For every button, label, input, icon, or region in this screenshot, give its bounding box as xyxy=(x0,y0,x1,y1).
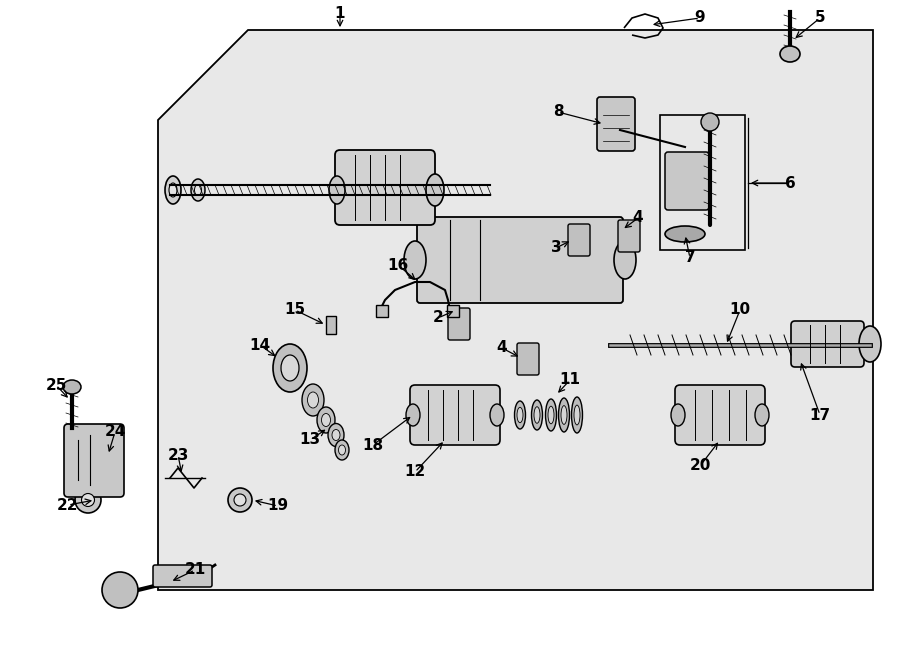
Text: 4: 4 xyxy=(497,340,508,356)
Ellipse shape xyxy=(302,384,324,416)
Ellipse shape xyxy=(191,179,205,201)
Ellipse shape xyxy=(859,326,881,362)
Ellipse shape xyxy=(228,488,252,512)
Ellipse shape xyxy=(426,174,444,206)
Text: 12: 12 xyxy=(404,465,426,479)
Text: 25: 25 xyxy=(45,377,67,393)
Ellipse shape xyxy=(515,401,526,429)
Ellipse shape xyxy=(328,424,344,446)
Text: 14: 14 xyxy=(249,338,271,352)
Ellipse shape xyxy=(169,183,177,197)
FancyBboxPatch shape xyxy=(791,321,864,367)
Text: 9: 9 xyxy=(695,11,706,26)
Ellipse shape xyxy=(335,440,349,460)
FancyBboxPatch shape xyxy=(417,217,623,303)
Ellipse shape xyxy=(532,400,543,430)
Ellipse shape xyxy=(517,407,523,422)
Bar xyxy=(447,305,459,317)
Bar xyxy=(660,115,745,250)
FancyBboxPatch shape xyxy=(448,308,470,340)
Ellipse shape xyxy=(701,113,719,131)
Ellipse shape xyxy=(755,404,769,426)
Bar xyxy=(326,316,336,334)
Text: 4: 4 xyxy=(633,210,643,225)
Ellipse shape xyxy=(273,344,307,392)
Ellipse shape xyxy=(234,494,246,506)
Text: 5: 5 xyxy=(814,11,825,26)
FancyBboxPatch shape xyxy=(618,220,640,252)
Text: 20: 20 xyxy=(689,459,711,473)
Polygon shape xyxy=(158,30,873,590)
Text: 10: 10 xyxy=(729,303,751,317)
Text: 17: 17 xyxy=(809,407,831,422)
Text: 8: 8 xyxy=(553,104,563,120)
Text: 24: 24 xyxy=(104,424,126,440)
Ellipse shape xyxy=(614,241,636,279)
Ellipse shape xyxy=(548,407,554,424)
FancyBboxPatch shape xyxy=(675,385,765,445)
Ellipse shape xyxy=(561,406,567,424)
Text: 21: 21 xyxy=(184,563,205,578)
FancyBboxPatch shape xyxy=(597,97,635,151)
Ellipse shape xyxy=(490,404,504,426)
Ellipse shape xyxy=(63,380,81,394)
Text: 15: 15 xyxy=(284,303,306,317)
Text: 11: 11 xyxy=(560,373,580,387)
Ellipse shape xyxy=(75,487,101,513)
FancyBboxPatch shape xyxy=(64,424,124,497)
Ellipse shape xyxy=(545,399,556,431)
Ellipse shape xyxy=(329,176,345,204)
Text: 1: 1 xyxy=(335,7,346,22)
FancyBboxPatch shape xyxy=(568,224,590,256)
Text: 23: 23 xyxy=(167,447,189,463)
Text: 13: 13 xyxy=(300,432,320,447)
Text: 7: 7 xyxy=(685,251,696,266)
Text: 16: 16 xyxy=(387,258,409,272)
Ellipse shape xyxy=(572,397,582,433)
FancyBboxPatch shape xyxy=(517,343,539,375)
Ellipse shape xyxy=(165,176,181,204)
Ellipse shape xyxy=(559,398,570,432)
Text: 22: 22 xyxy=(58,498,79,512)
Ellipse shape xyxy=(574,405,580,425)
Ellipse shape xyxy=(281,355,299,381)
Ellipse shape xyxy=(671,404,685,426)
Ellipse shape xyxy=(194,184,202,196)
Ellipse shape xyxy=(534,407,540,423)
FancyBboxPatch shape xyxy=(410,385,500,445)
Circle shape xyxy=(102,572,138,608)
FancyBboxPatch shape xyxy=(665,152,709,210)
Bar xyxy=(376,305,388,317)
Ellipse shape xyxy=(406,404,420,426)
Text: 19: 19 xyxy=(267,498,289,514)
Text: 3: 3 xyxy=(551,241,562,256)
Ellipse shape xyxy=(332,430,340,440)
Ellipse shape xyxy=(308,392,319,408)
Ellipse shape xyxy=(780,46,800,62)
Ellipse shape xyxy=(404,241,426,279)
Text: 6: 6 xyxy=(785,176,796,190)
Text: 2: 2 xyxy=(433,311,444,325)
Text: 18: 18 xyxy=(363,438,383,453)
Ellipse shape xyxy=(82,494,94,506)
FancyBboxPatch shape xyxy=(335,150,435,225)
Ellipse shape xyxy=(665,226,705,242)
Ellipse shape xyxy=(317,407,335,433)
Ellipse shape xyxy=(338,445,346,455)
Ellipse shape xyxy=(321,414,330,426)
FancyBboxPatch shape xyxy=(153,565,212,587)
